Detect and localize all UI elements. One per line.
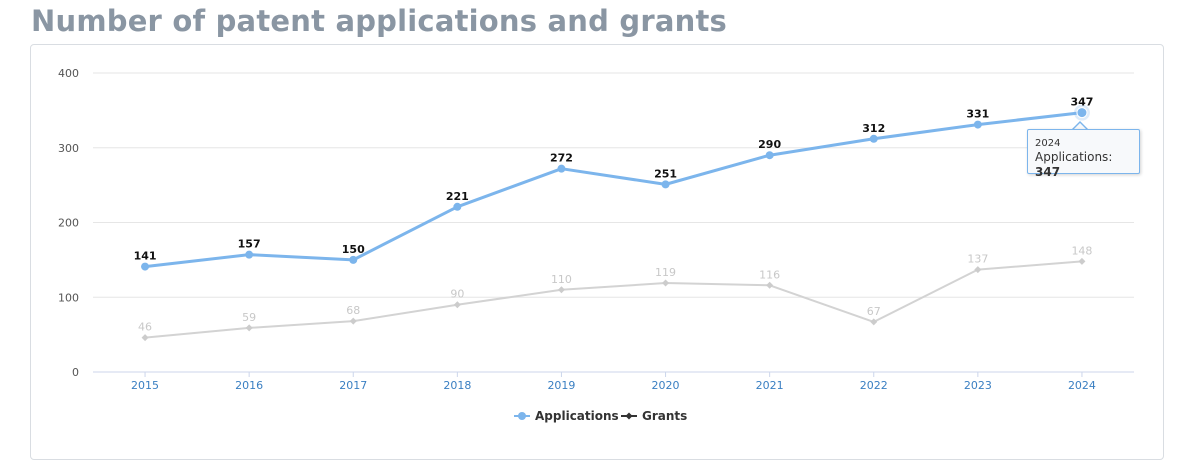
applications-data-label-2018: 221	[446, 190, 469, 203]
x-tick-label-2015: 2015	[131, 379, 159, 392]
tooltip-caret-inner	[1073, 123, 1087, 130]
grants-data-label-2024: 148	[1071, 244, 1092, 257]
y-tick-label-100: 100	[58, 291, 79, 304]
legend-label-grants: Grants	[642, 409, 687, 423]
applications-data-label-2020: 251	[654, 167, 677, 180]
x-axis: 2015 2016 2017 2018 2019 2020 2021 2022 2023 2024	[131, 372, 1096, 392]
grants-data-label-2020: 119	[655, 266, 676, 279]
x-tick-label-2016: 2016	[235, 379, 263, 392]
grants-point-2020	[662, 279, 670, 287]
x-tick-label-2017: 2017	[339, 379, 367, 392]
y-axis: 0 100 200 300 400	[58, 67, 79, 379]
grants-data-label-2022: 67	[867, 305, 881, 318]
legend-symbol-marker-grants	[625, 412, 633, 420]
grants-point-2018	[453, 301, 461, 309]
grants-point-2019	[557, 286, 565, 294]
chart-container	[30, 44, 1164, 460]
series-group	[141, 104, 1090, 342]
legend-label-applications: Applications	[535, 409, 619, 423]
tooltip-value: 347	[1035, 165, 1061, 179]
y-tick-label-300: 300	[58, 142, 79, 155]
applications-data-label-2022: 312	[862, 122, 885, 135]
applications-point-2016	[245, 250, 254, 259]
x-tick-label-2020: 2020	[652, 379, 680, 392]
tooltip-category: 2024	[1035, 138, 1061, 149]
x-tick-label-2022: 2022	[860, 379, 888, 392]
applications-point-2023	[973, 120, 982, 129]
grants-data-label-2018: 90	[450, 288, 464, 301]
grants-data-label-2023: 137	[967, 253, 988, 266]
grid-lines	[93, 72, 1134, 373]
y-tick-label-0: 0	[72, 366, 79, 379]
y-tick-label-400: 400	[58, 67, 79, 80]
applications-data-label-2017: 150	[342, 243, 365, 256]
applications-point-2022	[869, 134, 878, 143]
applications-data-label-2023: 331	[966, 108, 989, 121]
x-tick-label-2023: 2023	[964, 379, 992, 392]
tooltip-series-name: Applications	[1035, 150, 1109, 164]
x-tick-label-2021: 2021	[756, 379, 784, 392]
page-title: Number of patent applications and grants	[31, 4, 727, 38]
grants-point-2016	[245, 324, 253, 332]
y-tick-label-200: 200	[58, 217, 79, 230]
legend-symbol-marker-applications	[518, 412, 526, 420]
applications-point-2021	[765, 151, 774, 160]
applications-data-label-2019: 272	[550, 152, 573, 165]
x-tick-label-2019: 2019	[547, 379, 575, 392]
applications-line	[144, 111, 1083, 269]
applications-data-label-2016: 157	[238, 238, 261, 251]
chart-tooltip: 2024 Applications: 347	[1027, 129, 1140, 179]
grants-point-2017	[349, 317, 357, 325]
applications-point-2018	[453, 202, 462, 211]
applications-point-2019	[557, 164, 566, 173]
grants-data-label-2015: 46	[138, 321, 152, 334]
applications-data-label-2024: 347	[1070, 96, 1093, 109]
data-labels: 46 59 68 90 110 119 116 67 137 148 141 157 150 221 272…	[134, 96, 1094, 334]
grants-data-label-2021: 116	[759, 268, 780, 281]
grants-point-2021	[766, 281, 774, 289]
legend: Applications Grants	[514, 409, 687, 423]
x-tick-label-2018: 2018	[443, 379, 471, 392]
grants-data-label-2017: 68	[346, 304, 360, 317]
grants-point-2022	[870, 318, 878, 326]
grants-point-2023	[974, 266, 982, 274]
applications-data-label-2015: 141	[134, 250, 157, 263]
grants-line	[144, 260, 1083, 339]
legend-item-applications[interactable]: Applications	[514, 409, 619, 423]
applications-point-2017	[349, 255, 358, 264]
grants-point-2024	[1078, 257, 1086, 265]
grants-data-label-2019: 110	[551, 273, 572, 286]
applications-point-2020	[661, 180, 670, 189]
grants-data-label-2016: 59	[242, 311, 256, 324]
x-tick-label-2024: 2024	[1068, 379, 1096, 392]
legend-item-grants[interactable]: Grants	[621, 409, 687, 423]
applications-data-label-2021: 290	[758, 138, 781, 151]
grants-point-2015	[141, 334, 149, 342]
tooltip-value-line: Applications: 347	[1035, 150, 1113, 179]
applications-point-2015	[141, 262, 150, 271]
applications-point-2024	[1076, 107, 1088, 119]
